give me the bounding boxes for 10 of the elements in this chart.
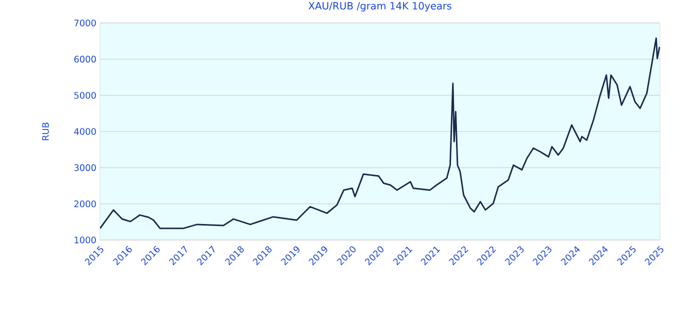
chart-title: XAU/RUB /gram 14K 10years (308, 2, 452, 12)
y-tick-label: 6000 (74, 56, 96, 63)
y-tick-label: 2000 (74, 200, 96, 208)
line-series (100, 37, 660, 230)
y-tick-label: 1000 (74, 236, 96, 244)
y-tick-label: 5000 (74, 92, 96, 99)
y-tick-label: 3000 (74, 164, 96, 172)
y-tick-label: 4000 (74, 128, 96, 135)
y-tick-label: 7000 (74, 20, 96, 26)
y-axis-title: RUB (42, 122, 49, 140)
